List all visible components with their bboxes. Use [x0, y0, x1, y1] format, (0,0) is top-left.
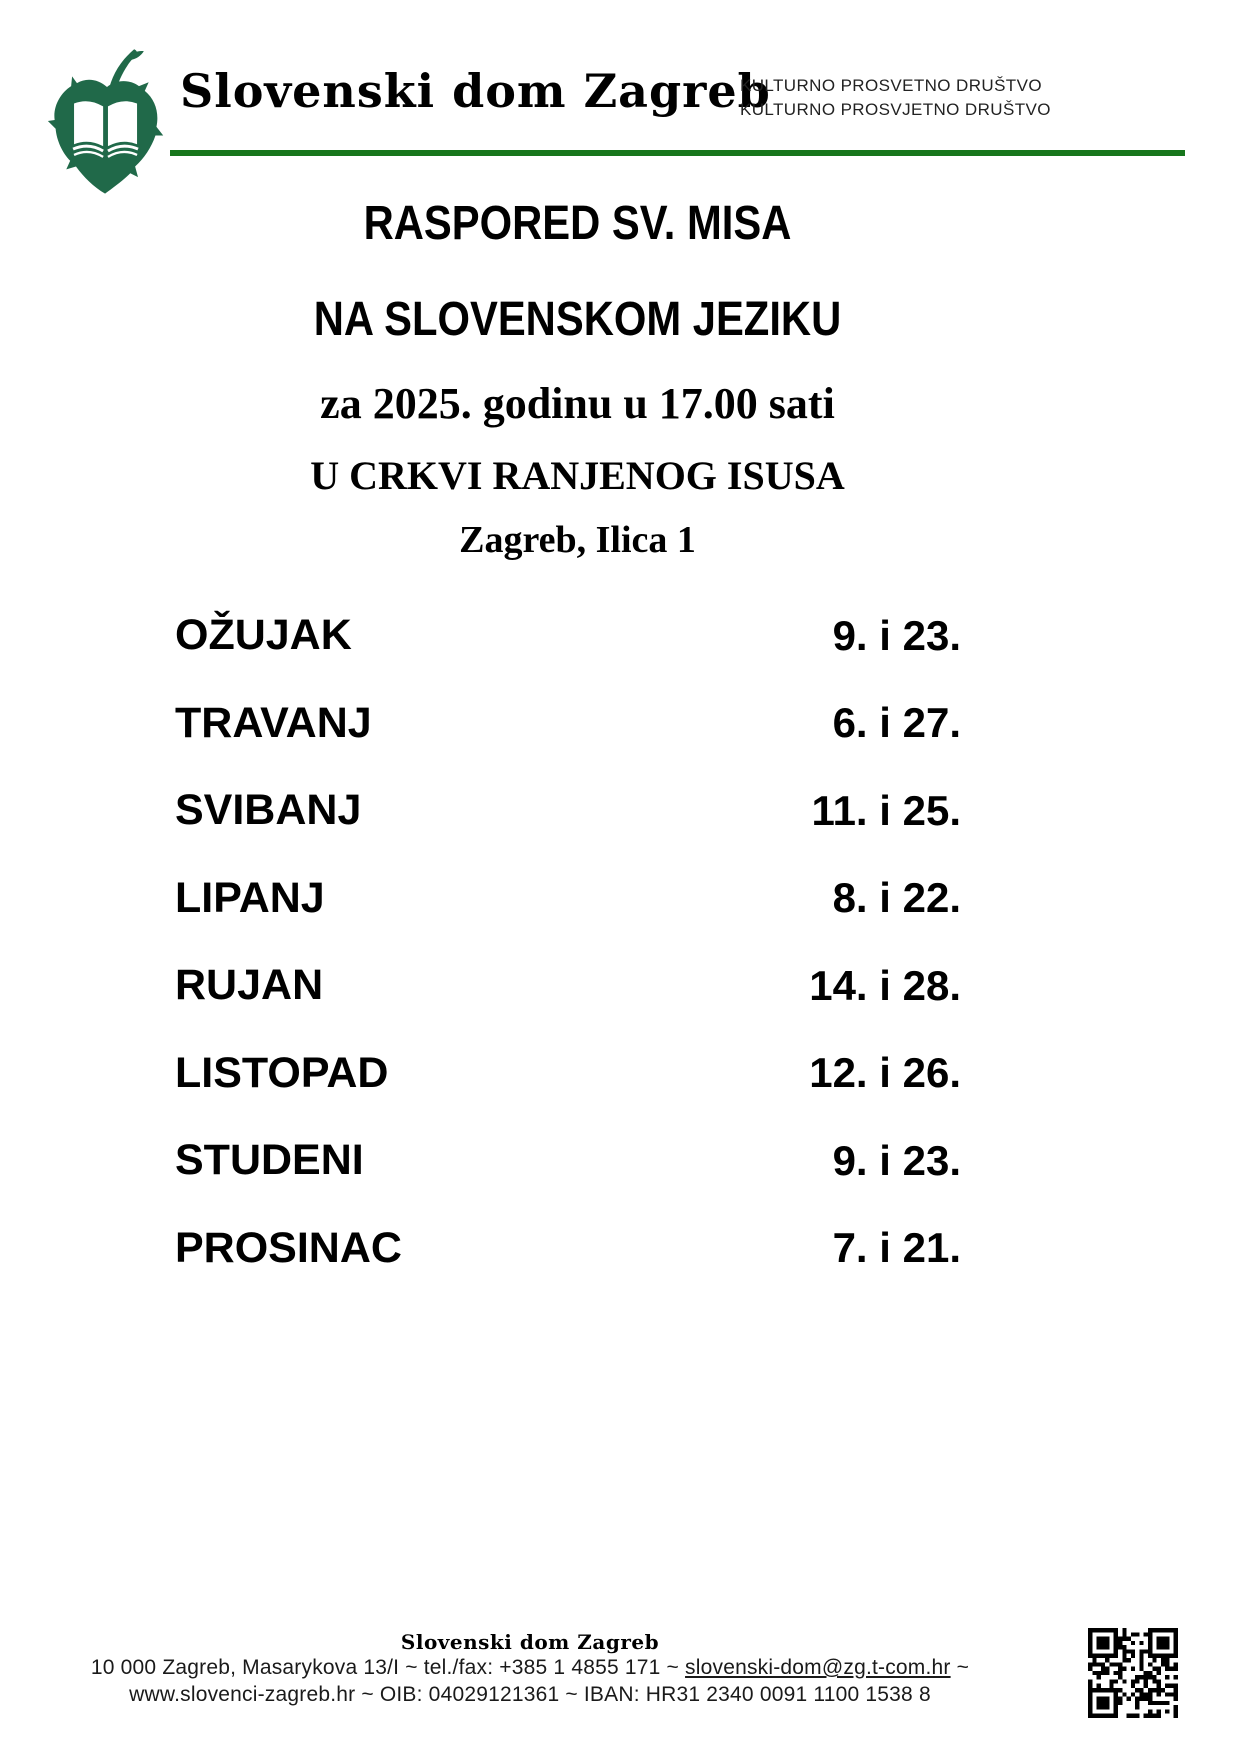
- footer-line1-tail: ~: [950, 1656, 970, 1679]
- org-line-croatian: KULTURNO PROSVJETNO DRUŠTVO: [740, 100, 1051, 119]
- month-label: SVIBANJ: [175, 786, 362, 835]
- dates-value: 6. i 27.: [832, 699, 961, 747]
- schedule-row: OŽUJAK 9. i 23.: [175, 592, 975, 680]
- footer: Slovenski dom Zagreb 10 000 Zagreb, Masa…: [40, 1630, 1020, 1708]
- dates-value: 11. i 25.: [811, 786, 961, 834]
- org-line-slovenian: KULTURNO PROSVETNO DRUŠTVO: [740, 76, 1042, 95]
- footer-address-phone: 10 000 Zagreb, Masarykova 13/I ~ tel./fa…: [90, 1656, 686, 1679]
- footer-org-name: Slovenski dom Zagreb: [400, 1630, 660, 1654]
- schedule-row: STUDENI 9. i 23.: [175, 1117, 975, 1205]
- dates-value: 9. i 23.: [832, 611, 961, 659]
- month-label: OŽUJAK: [175, 611, 352, 660]
- poster-subtitle-church: U CRKVI RANJENOG ISUSA: [310, 453, 845, 498]
- dates-value: 12. i 26.: [809, 1049, 961, 1097]
- dates-value: 7. i 21.: [832, 1224, 961, 1272]
- header-divider-rule: [170, 150, 1185, 156]
- dates-value: 8. i 22.: [832, 874, 961, 922]
- linden-leaf-open-book-logo: [44, 42, 170, 198]
- footer-contact-line: 10 000 Zagreb, Masarykova 13/I ~ tel./fa…: [40, 1654, 1020, 1681]
- schedule-row: PROSINAC 7. i 21.: [175, 1205, 975, 1293]
- poster-subtitle-year-time: za 2025. godinu u 17.00 sati: [320, 379, 835, 428]
- schedule-row: RUJAN 14. i 28.: [175, 942, 975, 1030]
- footer-email-link[interactable]: slovenski-dom@zg.t-com.hr: [685, 1656, 951, 1679]
- brand-title: Slovenski dom Zagreb: [180, 64, 771, 118]
- schedule-row: SVIBANJ 11. i 25.: [175, 767, 975, 855]
- month-label: RUJAN: [175, 961, 324, 1010]
- month-label: LISTOPAD: [175, 1048, 389, 1097]
- poster-title-line2: NA SLOVENSKOM JEZIKU: [313, 293, 842, 346]
- dates-value: 14. i 28.: [809, 961, 961, 1009]
- mass-schedule-list: OŽUJAK 9. i 23. TRAVANJ 6. i 27. SVIBANJ…: [175, 592, 975, 1292]
- poster-subtitle-address: Zagreb, Ilica 1: [459, 519, 696, 561]
- footer-web-oib-iban-line: www.slovenci-zagreb.hr ~ OIB: 0402912136…: [129, 1683, 931, 1706]
- month-label: LIPANJ: [175, 873, 325, 922]
- poster-title-line1: RASPORED SV. MISA: [363, 197, 792, 250]
- qr-code: [1088, 1628, 1178, 1718]
- schedule-row: TRAVANJ 6. i 27.: [175, 680, 975, 768]
- month-label: STUDENI: [175, 1136, 364, 1185]
- dates-value: 9. i 23.: [832, 1136, 961, 1184]
- month-label: TRAVANJ: [175, 698, 372, 747]
- schedule-row: LIPANJ 8. i 22.: [175, 855, 975, 943]
- schedule-row: LISTOPAD 12. i 26.: [175, 1030, 975, 1118]
- org-subtitle-block: KULTURNO PROSVETNO DRUŠTVO KULTURNO PROS…: [740, 74, 1051, 122]
- month-label: PROSINAC: [175, 1223, 402, 1272]
